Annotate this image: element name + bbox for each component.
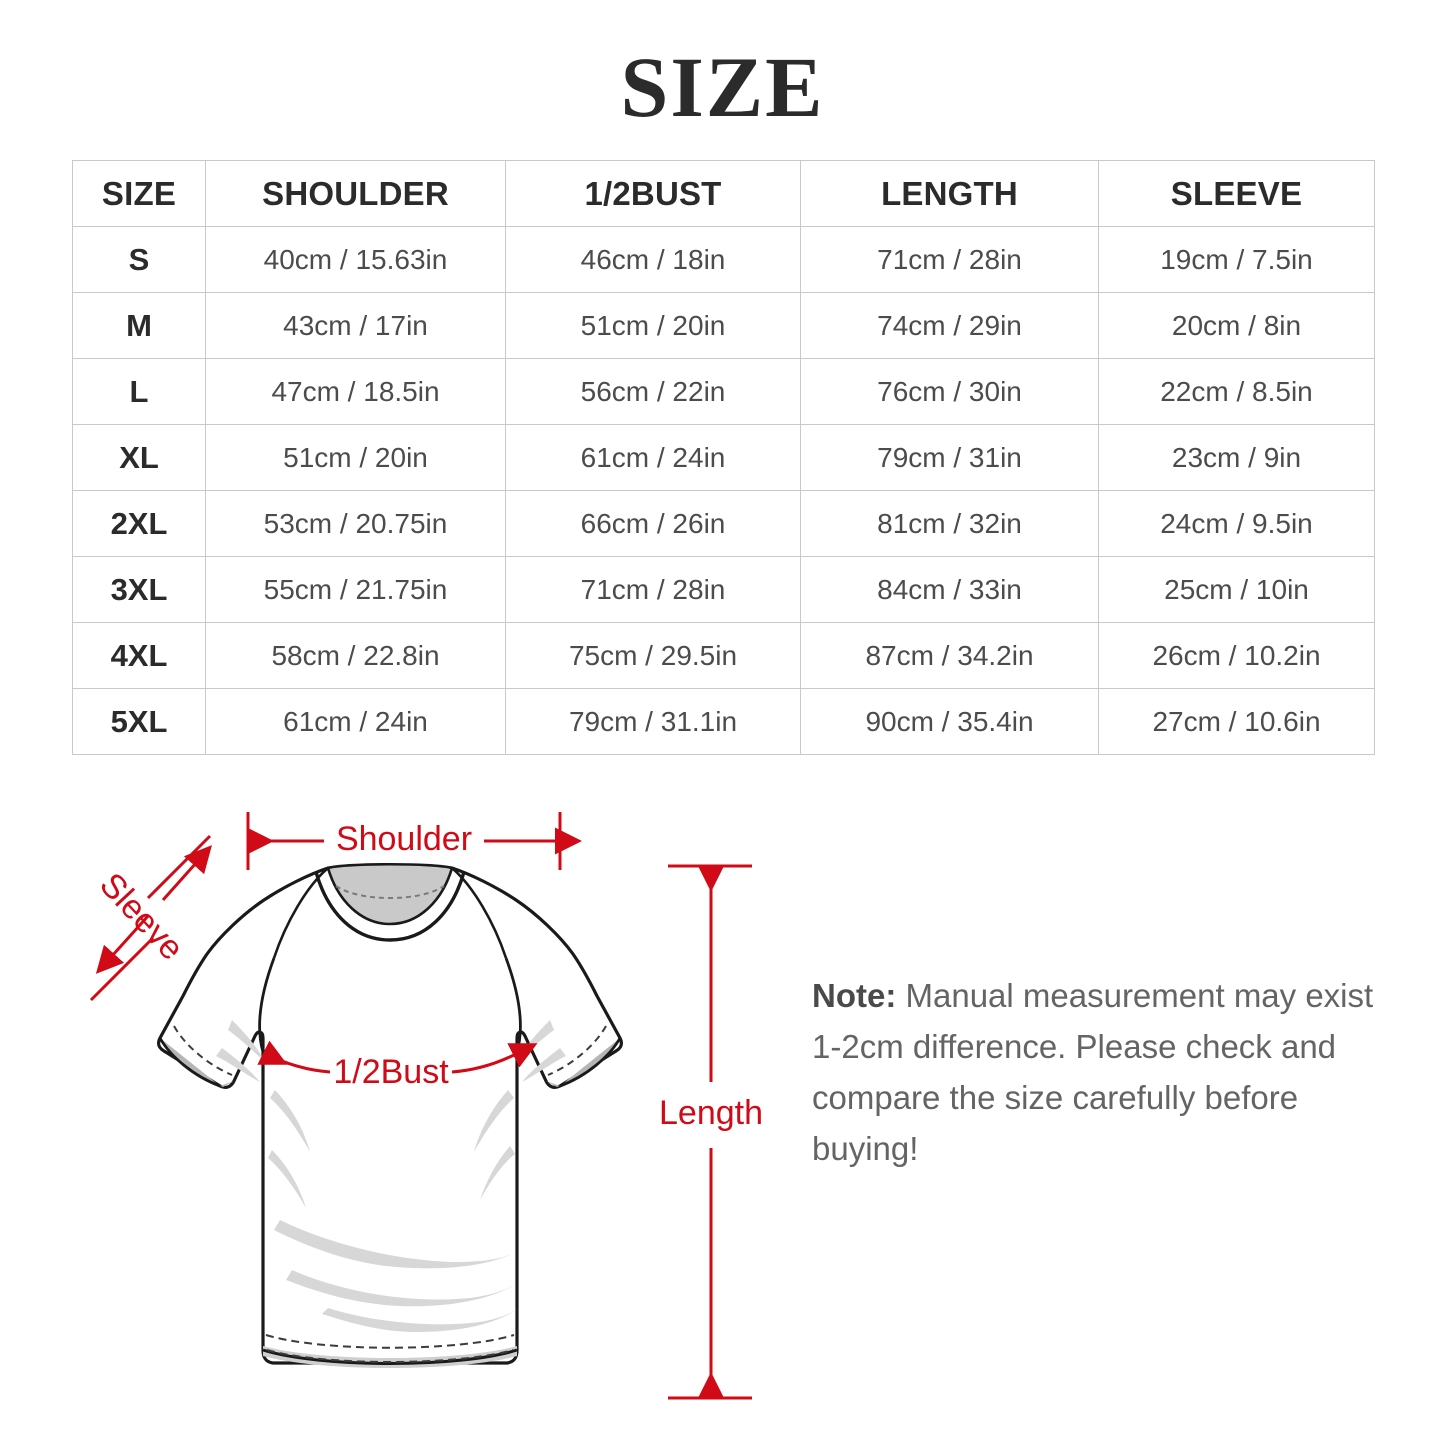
note-text: Manual measurement may exist 1-2cm diffe…: [812, 977, 1374, 1168]
length-label: Length: [659, 1094, 763, 1132]
bust-label: 1/2Bust: [333, 1053, 449, 1091]
cell-bust: 71cm / 28in: [505, 556, 801, 623]
cell-bust: 66cm / 26in: [505, 490, 801, 557]
column-header-bust: 1/2BUST: [505, 160, 801, 227]
cell-sleeve: 22cm / 8.5in: [1098, 358, 1375, 425]
page-title: SIZE: [620, 39, 825, 135]
cell-size: XL: [72, 424, 206, 491]
table-row: 5XL 61cm / 24in 79cm / 31.1in 90cm / 35.…: [72, 688, 1375, 755]
cell-size: 4XL: [72, 622, 206, 689]
table-row: M 43cm / 17in 51cm / 20in 74cm / 29in 20…: [72, 292, 1375, 359]
table-row: L 47cm / 18.5in 56cm / 22in 76cm / 30in …: [72, 358, 1375, 425]
note-label: Note:: [812, 977, 897, 1014]
cell-bust: 79cm / 31.1in: [505, 688, 801, 755]
cell-size: S: [72, 226, 206, 293]
cell-shoulder: 58cm / 22.8in: [205, 622, 506, 689]
cell-shoulder: 55cm / 21.75in: [205, 556, 506, 623]
size-chart-table-container: SIZE SHOULDER 1/2BUST LENGTH SLEEVE S 40…: [72, 160, 1375, 755]
cell-length: 74cm / 29in: [800, 292, 1099, 359]
bottom-hem-fill: [263, 1346, 517, 1368]
cell-length: 79cm / 31in: [800, 424, 1099, 491]
shoulder-seam-right: [451, 867, 508, 959]
cell-length: 76cm / 30in: [800, 358, 1099, 425]
cell-length: 87cm / 34.2in: [800, 622, 1099, 689]
cell-bust: 51cm / 20in: [505, 292, 801, 359]
cell-sleeve: 19cm / 7.5in: [1098, 226, 1375, 293]
cell-size: M: [72, 292, 206, 359]
column-header-size: SIZE: [72, 160, 206, 227]
column-header-sleeve: SLEEVE: [1098, 160, 1375, 227]
cell-size: 3XL: [72, 556, 206, 623]
cell-size: L: [72, 358, 206, 425]
shoulder-label: Shoulder: [336, 820, 472, 858]
cell-bust: 46cm / 18in: [505, 226, 801, 293]
table-row: 3XL 55cm / 21.75in 71cm / 28in 84cm / 33…: [72, 556, 1375, 623]
sleeve-label: Sleeve: [92, 866, 191, 968]
collar-stitch-line: [335, 885, 445, 900]
sleeve-cuff-right-edge: [559, 1037, 622, 1088]
tshirt-illustration: [157, 862, 623, 1368]
sleeve-guide-upper: [146, 834, 212, 900]
cell-shoulder: 61cm / 24in: [205, 688, 506, 755]
cell-shoulder: 47cm / 18.5in: [205, 358, 506, 425]
cell-length: 84cm / 33in: [800, 556, 1099, 623]
cell-bust: 56cm / 22in: [505, 358, 801, 425]
collar-inner: [326, 862, 454, 926]
cell-size: 5XL: [72, 688, 206, 755]
size-chart-table: SIZE SHOULDER 1/2BUST LENGTH SLEEVE S 40…: [72, 160, 1375, 755]
tshirt-measurement-diagram: Shoulder Sleeve 1/2Bust Length: [89, 812, 763, 1400]
table-row: S 40cm / 15.63in 46cm / 18in 71cm / 28in…: [72, 226, 1375, 293]
cell-sleeve: 24cm / 9.5in: [1098, 490, 1375, 557]
table-header-row: SIZE SHOULDER 1/2BUST LENGTH SLEEVE: [72, 160, 1375, 227]
cell-bust: 75cm / 29.5in: [505, 622, 801, 689]
sleeve-arrow-up: [161, 845, 212, 901]
cell-sleeve: 25cm / 10in: [1098, 556, 1375, 623]
cell-length: 81cm / 32in: [800, 490, 1099, 557]
cell-sleeve: 23cm / 9in: [1098, 424, 1375, 491]
bust-arrow-left: [257, 1040, 331, 1074]
cell-sleeve: 20cm / 8in: [1098, 292, 1375, 359]
table-row: 4XL 58cm / 22.8in 75cm / 29.5in 87cm / 3…: [72, 622, 1375, 689]
measurement-note: Note: Manual measurement may exist 1-2cm…: [812, 970, 1387, 1175]
table-row: XL 51cm / 20in 61cm / 24in 79cm / 31in 2…: [72, 424, 1375, 491]
shoulder-seam-left: [272, 867, 329, 959]
bottom-hem-stitch-upper: [265, 1334, 515, 1349]
cell-shoulder: 40cm / 15.63in: [205, 226, 506, 293]
cell-size: 2XL: [72, 490, 206, 557]
bottom-hem-edge: [262, 1348, 518, 1365]
cell-sleeve: 26cm / 10.2in: [1098, 622, 1375, 689]
cell-shoulder: 43cm / 17in: [205, 292, 506, 359]
collar-band: [314, 871, 466, 942]
sleeve-cuff-left-stitch: [173, 1025, 233, 1076]
cell-length: 71cm / 28in: [800, 226, 1099, 293]
bottom-hem-stitch-lower: [266, 1349, 514, 1363]
sleeve-cuff-right-stitch: [547, 1025, 607, 1076]
table-row: 2XL 53cm / 20.75in 66cm / 26in 81cm / 32…: [72, 490, 1375, 557]
tshirt-body-outline: [157, 866, 623, 1365]
bust-arrow-right: [451, 1043, 538, 1074]
column-header-length: LENGTH: [800, 160, 1099, 227]
cell-shoulder: 51cm / 20in: [205, 424, 506, 491]
cell-length: 90cm / 35.4in: [800, 688, 1099, 755]
cell-shoulder: 53cm / 20.75in: [205, 490, 506, 557]
column-header-shoulder: SHOULDER: [205, 160, 506, 227]
sleeve-cuff-left-edge: [158, 1037, 221, 1088]
sleeve-guide-lower: [89, 936, 155, 1002]
measurement-diagram-section: Shoulder Sleeve 1/2Bust Length Note: Man…: [0, 770, 1445, 1445]
cell-sleeve: 27cm / 10.6in: [1098, 688, 1375, 755]
cell-bust: 61cm / 24in: [505, 424, 801, 491]
sleeve-arrow-down: [95, 914, 150, 974]
